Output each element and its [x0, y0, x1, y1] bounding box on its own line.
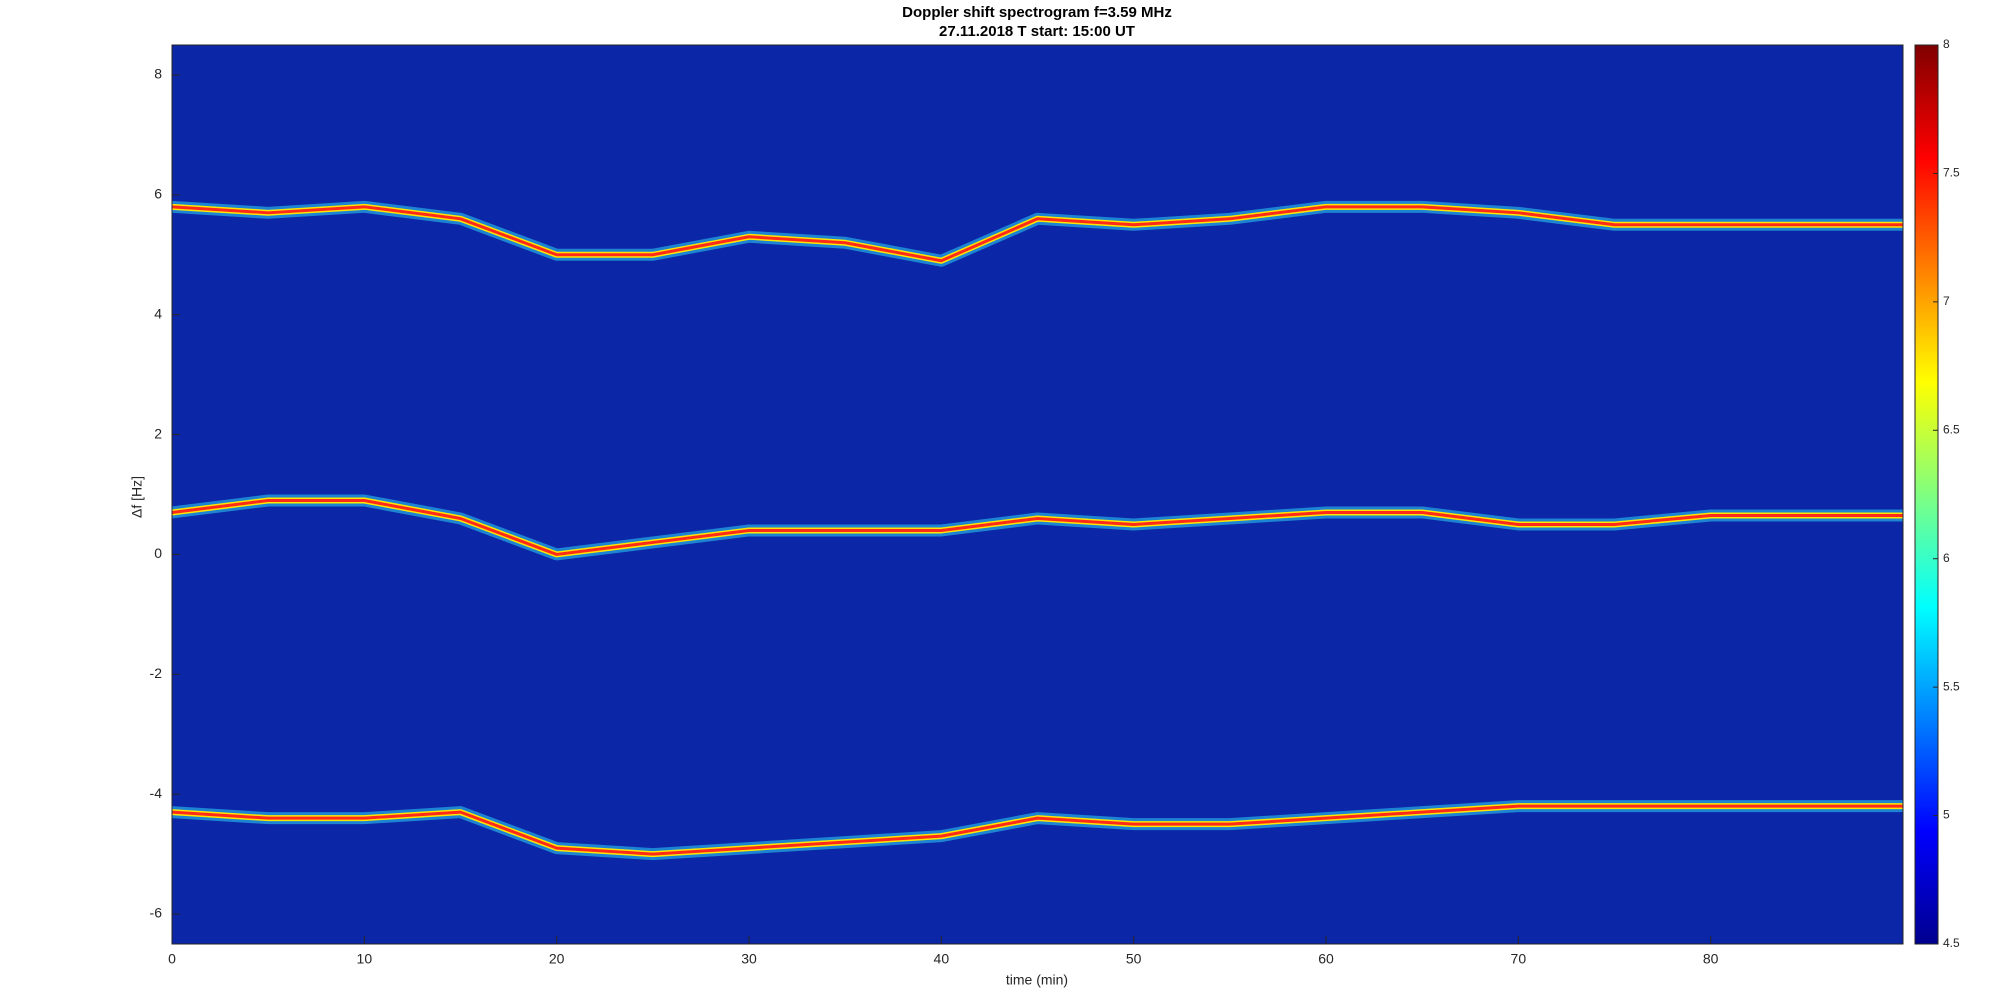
x-tick-label: 70 [1511, 951, 1527, 967]
x-tick-label: 10 [357, 951, 373, 967]
trace [171, 205, 1903, 263]
colorbar [1914, 44, 1939, 945]
colorbar-tick-label: 7 [1943, 294, 1950, 308]
y-tick-label: 2 [154, 425, 162, 441]
x-tick-label: 20 [549, 951, 565, 967]
x-axis-label: time (min) [1006, 972, 1068, 988]
x-tick-label: 0 [168, 951, 176, 967]
plot-background [172, 45, 1903, 944]
colorbar-tick-label: 7.5 [1943, 166, 1960, 180]
colorbar-tick-label: 6 [1943, 551, 1950, 565]
colorbar-tick-label: 5 [1943, 808, 1950, 822]
x-tick-label: 80 [1703, 951, 1719, 967]
chart-title: Doppler shift spectrogram f=3.59 MHz [902, 4, 1172, 21]
x-tick-label: 40 [934, 951, 950, 967]
colorbar-tick-label: 5.5 [1943, 679, 1960, 693]
y-axis-label: Δf [Hz] [129, 476, 145, 518]
y-tick-label: -6 [150, 905, 163, 921]
colorbar-tick-label: 8 [1943, 37, 1950, 51]
trace [171, 498, 1903, 556]
plot-frame [171, 44, 1904, 945]
x-tick-label: 30 [741, 951, 757, 967]
y-tick-label: 0 [154, 545, 162, 561]
trace [171, 804, 1903, 856]
x-tick-label: 50 [1126, 951, 1142, 967]
colorbar-tick-label: 6.5 [1943, 422, 1960, 436]
y-tick-label: 4 [154, 305, 162, 321]
chart-subtitle: 27.11.2018 T start: 15:00 UT [939, 23, 1135, 40]
y-tick-label: 6 [154, 186, 162, 202]
colorbar-tick-label: 4.5 [1943, 936, 1960, 950]
x-tick-label: 60 [1318, 951, 1334, 967]
y-tick-label: -2 [150, 665, 163, 681]
y-tick-label: -4 [150, 785, 163, 801]
y-tick-label: 8 [154, 66, 162, 82]
